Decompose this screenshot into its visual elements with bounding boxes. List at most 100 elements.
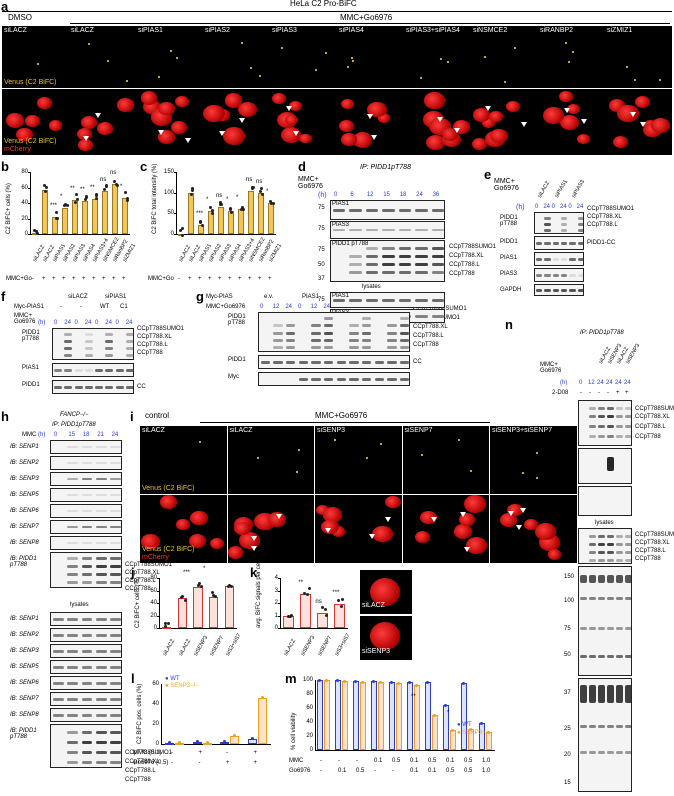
- bar: [461, 682, 467, 750]
- mw-marker: 75: [564, 626, 571, 632]
- bar: [193, 587, 203, 628]
- data-point: [354, 680, 357, 684]
- band-label: CCpT788.XL: [413, 324, 448, 330]
- data-point: [66, 204, 70, 208]
- nucleus: [454, 524, 473, 539]
- band: [125, 347, 133, 350]
- data-point: [190, 193, 194, 197]
- data-point: [229, 585, 233, 589]
- band: [273, 339, 283, 342]
- blot-pidd1-pt788: [534, 212, 584, 234]
- y-tick: [174, 192, 176, 194]
- band: [323, 324, 334, 327]
- data-point: [74, 193, 78, 197]
- band: [54, 369, 62, 372]
- y-tick: [174, 234, 176, 235]
- band: [607, 415, 614, 418]
- blot-pias3: [330, 221, 445, 239]
- venus-micrograph: siLACZ: [69, 26, 136, 88]
- bifc-spot: [522, 471, 525, 474]
- y-tick-label: 60: [21, 184, 28, 191]
- band: [607, 551, 614, 554]
- band: [81, 510, 93, 512]
- band: [105, 354, 114, 357]
- band: [323, 317, 334, 320]
- band: [84, 354, 93, 357]
- arrowhead: [431, 517, 438, 523]
- significance-label: *: [447, 710, 450, 716]
- arrowhead: [515, 524, 522, 530]
- unit-label: (h): [38, 432, 46, 438]
- group-label: siPIAS1: [105, 294, 127, 300]
- band: [81, 751, 93, 754]
- band: [382, 263, 395, 266]
- mmc-sign: -: [171, 750, 173, 756]
- nucleus: [331, 525, 345, 537]
- band: [52, 666, 64, 669]
- significance-label: *: [236, 195, 239, 202]
- band: [625, 407, 631, 410]
- treat-label: MMC+Go6976: [340, 13, 393, 22]
- sign: +: [52, 276, 56, 282]
- band: [536, 242, 543, 245]
- time-point: 0: [54, 432, 58, 438]
- time-point: 24: [416, 192, 423, 198]
- data-point: [44, 190, 48, 194]
- bifc-spot: [333, 438, 336, 441]
- band: [398, 255, 412, 258]
- band: [399, 339, 409, 342]
- merge-micrograph: [337, 89, 404, 155]
- band: [607, 407, 614, 410]
- arrowhead: [218, 130, 225, 136]
- band: [67, 581, 79, 584]
- panel-label-c: c: [140, 159, 148, 174]
- mmc-value: 1.0: [482, 758, 491, 764]
- band: [349, 324, 359, 327]
- band: [415, 255, 428, 258]
- band: [311, 324, 321, 327]
- band: [332, 299, 346, 302]
- micrograph-label: siPIAS3: [272, 27, 297, 34]
- row-label: IB: PIDD1 pT788: [10, 728, 37, 740]
- cond-label: MMC+Go6976: [206, 304, 246, 310]
- band: [544, 223, 551, 226]
- band: [311, 346, 321, 349]
- blot-lys-row: [50, 612, 122, 626]
- blot-lys-row: [50, 724, 122, 768]
- nucleus: [49, 120, 63, 131]
- band: [616, 435, 623, 438]
- band: [598, 655, 605, 658]
- bar: [162, 627, 172, 630]
- arrowhead: [368, 534, 375, 540]
- band: [285, 324, 296, 327]
- band: [387, 332, 397, 335]
- bar: [407, 682, 413, 750]
- d08-value: -: [598, 390, 600, 396]
- bifc-spot: [107, 60, 110, 63]
- band: [361, 361, 372, 364]
- nucleus: [523, 518, 539, 531]
- time-point: 24: [543, 204, 551, 210]
- cond-label: MMC+ Go6976: [540, 362, 562, 374]
- venus-micrograph: siLACZ: [227, 426, 314, 494]
- bar: [425, 682, 431, 750]
- row-label: MMC+Go: [6, 276, 32, 282]
- merge-micrograph: [538, 89, 605, 155]
- data-point: [205, 741, 209, 744]
- nucleus: [613, 135, 629, 148]
- band: [323, 378, 334, 381]
- bar: [218, 207, 224, 234]
- cond-label: MMC+ Go6976: [14, 313, 36, 325]
- arrowhead: [251, 535, 258, 541]
- row-label: IB: SENP1: [10, 616, 39, 622]
- band: [105, 333, 114, 336]
- merge-micrograph: [404, 89, 471, 155]
- nucleus: [5, 112, 25, 128]
- micrograph-label: siLACZ: [4, 27, 27, 34]
- micrograph-label: siPIAS3+siPIAS4: [406, 27, 460, 34]
- bifc-spot: [564, 42, 567, 45]
- bifc-spot: [176, 57, 179, 60]
- venus-micrograph: siRANBP2: [538, 26, 605, 88]
- significance-label: ns: [110, 170, 117, 177]
- blot-pias1-lys: [330, 292, 445, 308]
